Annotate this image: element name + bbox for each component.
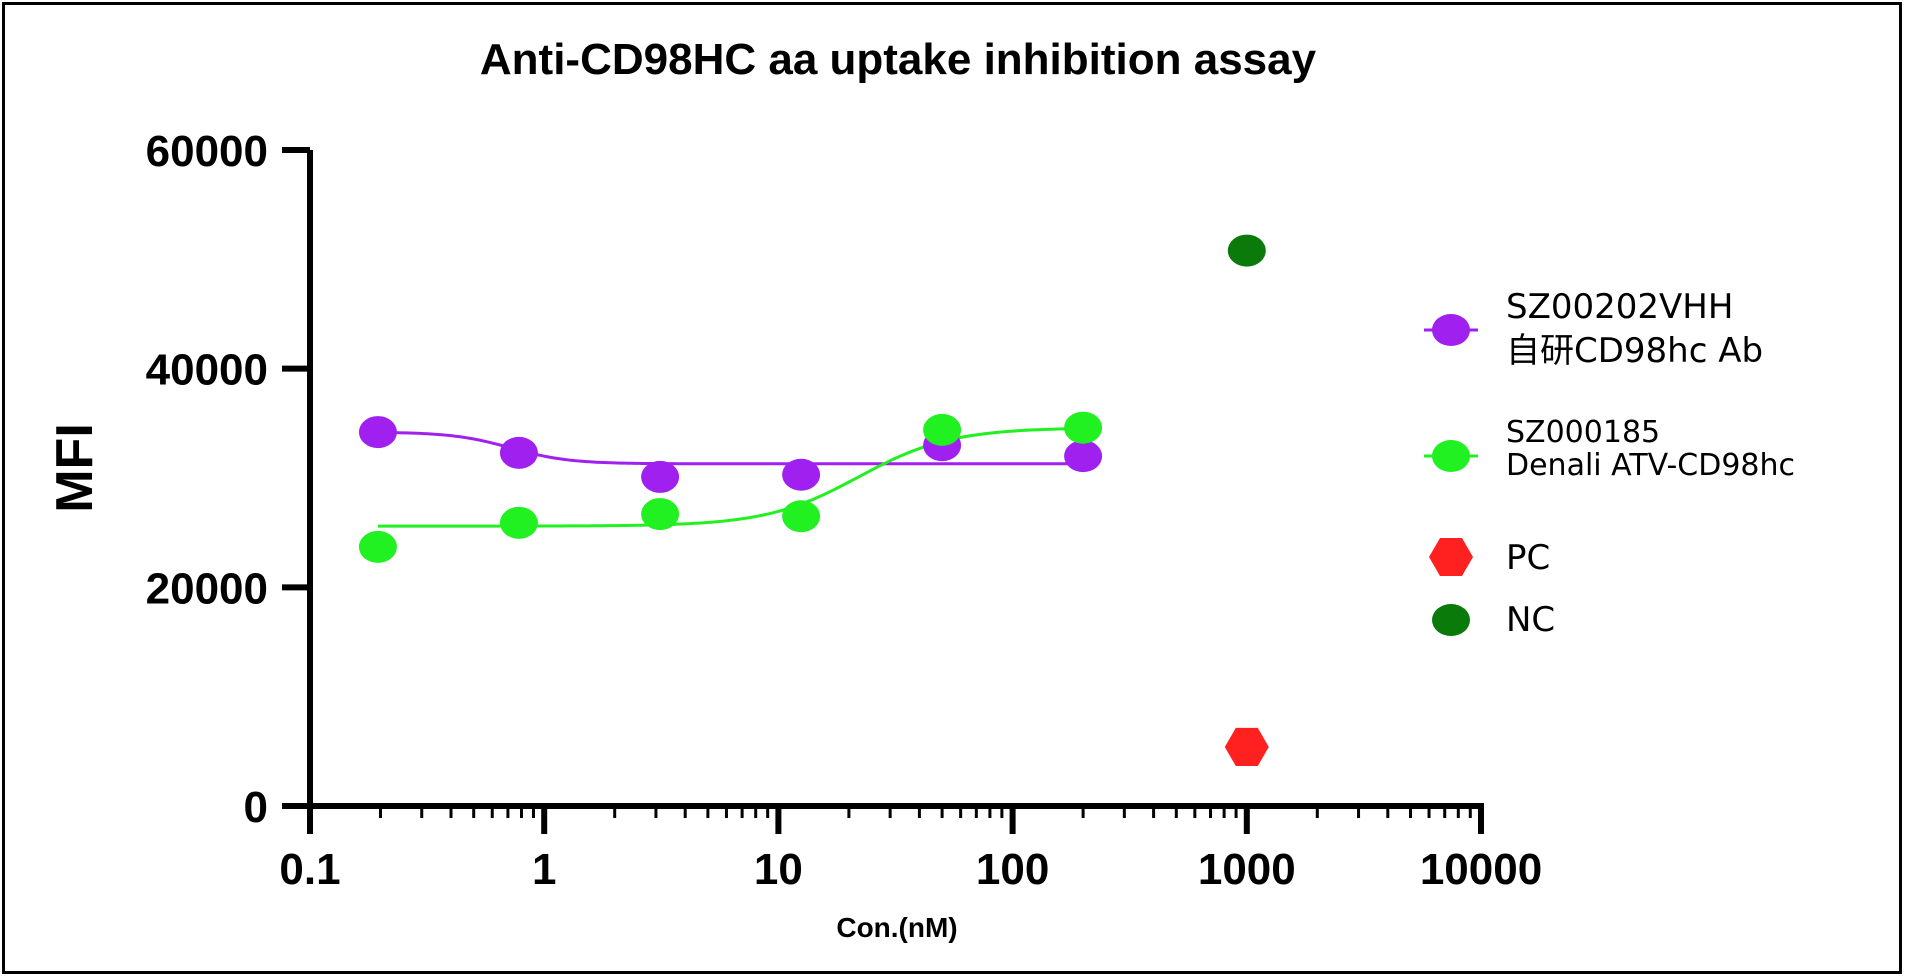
legend-label: 自研CD98hc Ab xyxy=(1506,331,1763,371)
y-tick-label: 0 xyxy=(244,783,268,832)
data-point xyxy=(1064,440,1103,473)
data-point xyxy=(358,416,397,449)
data-point xyxy=(1227,234,1266,267)
x-axis-label: Con.(nM) xyxy=(836,912,957,943)
legend-marker xyxy=(1432,604,1470,636)
legend-label: Denali ATV-CD98hc xyxy=(1506,448,1795,483)
legend-label: NC xyxy=(1506,600,1555,640)
data-point xyxy=(923,413,962,446)
legend-marker xyxy=(1432,440,1470,472)
data-point xyxy=(499,506,538,539)
x-tick-label: 1 xyxy=(532,845,556,894)
data-point xyxy=(782,500,821,533)
x-tick-label: 1000 xyxy=(1198,845,1296,894)
data-point xyxy=(499,436,538,469)
data-point xyxy=(641,460,680,493)
data-point xyxy=(1224,727,1269,767)
legend-label: PC xyxy=(1506,538,1550,578)
legend-marker xyxy=(1429,537,1473,577)
data-point xyxy=(1064,411,1103,444)
x-tick-label: 100 xyxy=(976,845,1049,894)
chart-title: Anti-CD98HC aa uptake inhibition assay xyxy=(480,35,1317,84)
legend-marker xyxy=(1432,314,1470,346)
x-tick-label: 0.1 xyxy=(279,845,340,894)
x-tick-label: 10000 xyxy=(1420,845,1542,894)
legend-label: SZ00202VHH xyxy=(1506,287,1733,327)
fit-curve xyxy=(377,430,1084,466)
y-tick-label: 40000 xyxy=(146,346,268,395)
legend-label: SZ000185 xyxy=(1506,415,1660,450)
y-tick-label: 20000 xyxy=(146,564,268,613)
data-point xyxy=(641,498,680,531)
data-point xyxy=(782,458,821,491)
y-axis-label: MFI xyxy=(46,423,104,513)
x-tick-label: 10 xyxy=(754,845,803,894)
y-tick-label: 60000 xyxy=(146,127,268,176)
fit-curve xyxy=(377,426,1084,528)
data-point xyxy=(358,530,397,563)
